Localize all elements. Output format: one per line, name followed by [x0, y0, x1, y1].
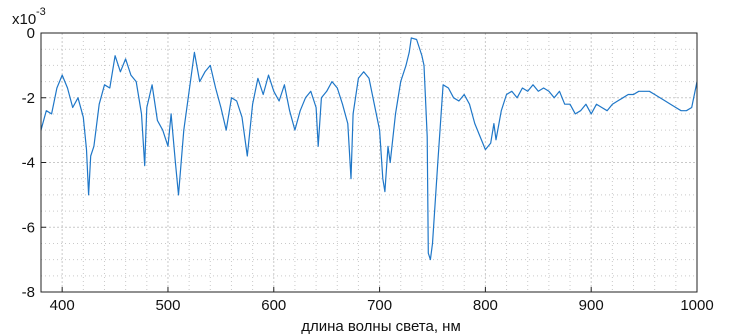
- x-tick-label: 600: [261, 297, 286, 314]
- x-tick-label: 500: [155, 297, 180, 314]
- x-tick-label: 800: [473, 297, 498, 314]
- y-tick-label: -8: [22, 284, 35, 301]
- axis-labels: 400 500 600 700 800 900 1000 0 -2 -4 -6 -8: [22, 25, 714, 314]
- x-tick-label: 900: [579, 297, 604, 314]
- y-tick-label: 0: [27, 25, 35, 42]
- grid: [41, 33, 697, 292]
- x-tick-label: 400: [50, 297, 75, 314]
- x-axis-label: длина волны света, нм: [301, 318, 461, 335]
- y-tick-label: -6: [22, 219, 35, 236]
- series-line: [40, 37, 698, 261]
- x-tick-label: 700: [367, 297, 392, 314]
- x-tick-label: 1000: [680, 297, 713, 314]
- y-tick-label: -4: [22, 155, 35, 172]
- y-multiplier: x10: [12, 11, 36, 28]
- y-multiplier-exponent: -3: [36, 6, 46, 18]
- y-tick-label: -2: [22, 90, 35, 107]
- plot-frame: [40, 32, 698, 293]
